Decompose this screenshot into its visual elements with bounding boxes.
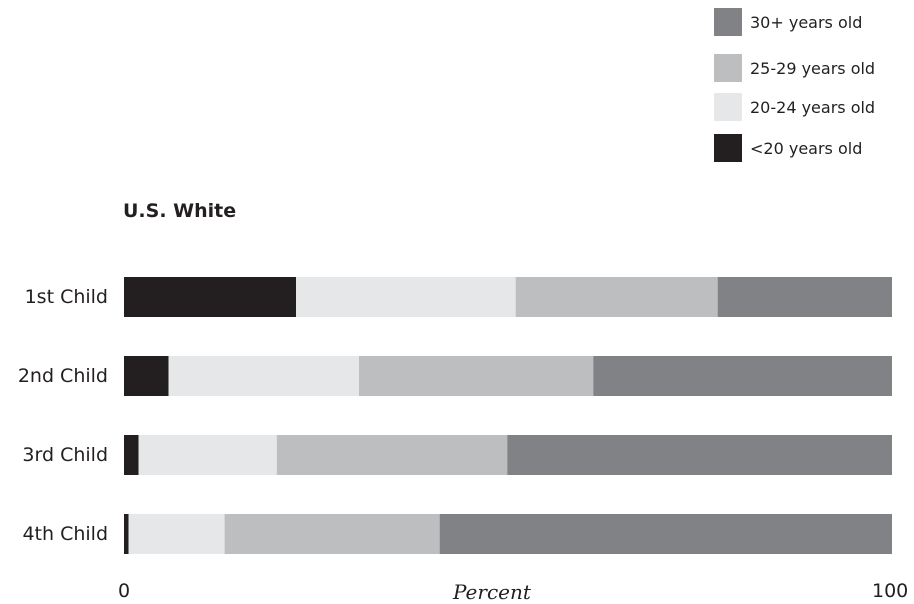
category-label-1st-child: 1st Child [24, 286, 108, 308]
bar-segment-3-30-years-old [507, 435, 892, 475]
x-tick-label-0: 0 [118, 580, 131, 602]
legend-item-under-20: <20 years old [714, 134, 862, 162]
legend-item-25-29: 25-29 years old [714, 54, 875, 82]
legend-label-30-plus: 30+ years old [750, 12, 863, 32]
bar-segment-2-20-years-old [124, 356, 169, 396]
x-tick-label-100: 100 [872, 580, 909, 602]
x-axis-title: Percent [453, 580, 531, 604]
bar-segment-3-20-24-years-old [138, 435, 277, 475]
chart-subtitle: U.S. White [123, 200, 237, 222]
bar-segment-1-20-years-old [124, 277, 297, 317]
legend-item-30-plus: 30+ years old [714, 8, 862, 36]
legend-label-20-24: 20-24 years old [750, 97, 876, 117]
bar-segment-3-20-years-old [124, 435, 139, 475]
bar-segment-4-20-years-old [124, 514, 129, 554]
bar-segment-2-30-years-old [593, 356, 892, 396]
legend-swatch-under-20 [714, 134, 742, 162]
legend-swatch-30-plus [714, 8, 742, 36]
bar-segment-1-30-years-old [717, 277, 892, 317]
bar-segment-1-20-24-years-old [296, 277, 516, 317]
legend-label-under-20: <20 years old [750, 138, 863, 158]
legend-label-25-29: 25-29 years old [750, 58, 876, 78]
category-label-3rd-child: 3rd Child [22, 444, 108, 466]
bar-segment-2-25-29-years-old [359, 356, 594, 396]
bar-segment-4-25-29-years-old [224, 514, 440, 554]
category-label-2nd-child: 2nd Child [17, 365, 108, 387]
bar-segment-1-25-29-years-old [515, 277, 718, 317]
legend-item-20-24: 20-24 years old [714, 93, 875, 121]
category-label-4th-child: 4th Child [22, 523, 108, 545]
bar-segment-3-25-29-years-old [276, 435, 508, 475]
bar-segment-2-20-24-years-old [168, 356, 360, 396]
bar-segment-4-30-years-old [439, 514, 892, 554]
legend-swatch-25-29 [714, 54, 742, 82]
legend-swatch-20-24 [714, 93, 742, 121]
bar-segment-4-20-24-years-old [128, 514, 225, 554]
